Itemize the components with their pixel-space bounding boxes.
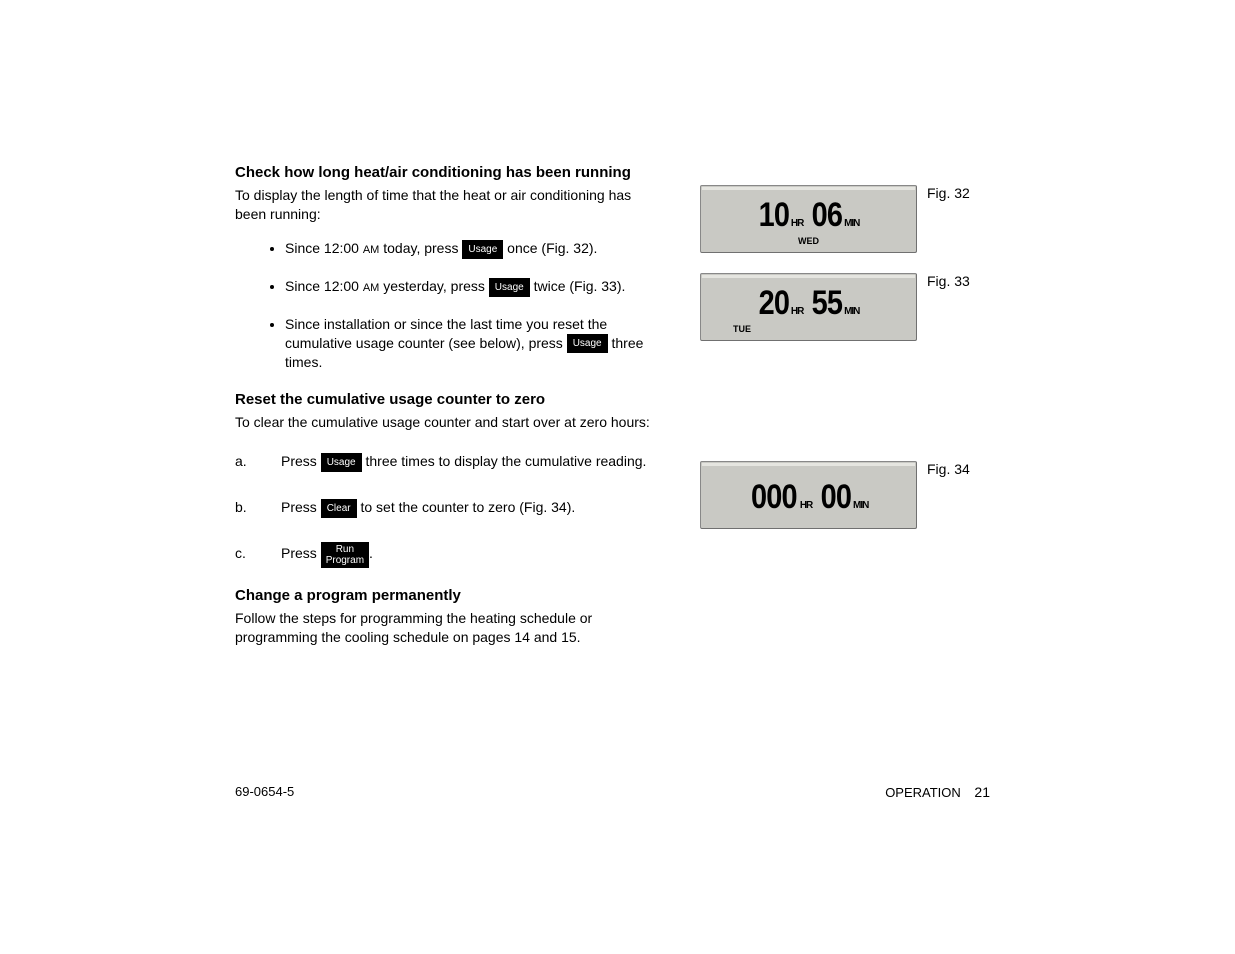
lcd-display-fig32: 10 HR 06 MIN WED xyxy=(700,185,917,253)
lcd-time-readout: 20 HR 55 MIN xyxy=(701,284,916,323)
text: yesterday, press xyxy=(379,278,488,294)
lcd-min-label: MIN xyxy=(844,218,859,229)
lcd-shine xyxy=(702,275,915,278)
left-column: Check how long heat/air conditioning has… xyxy=(235,163,665,662)
bullet-yesterday: Since 12:00 AM yesterday, press Usage tw… xyxy=(285,277,665,297)
text: today, press xyxy=(379,240,462,256)
usage-button-icon: Usage xyxy=(321,453,362,472)
section1-bullets: Since 12:00 AM today, press Usage once (… xyxy=(285,239,665,372)
text: Since 12:00 xyxy=(285,240,363,256)
bullet-cumulative: Since installation or since the last tim… xyxy=(285,315,665,373)
lcd-min-label: MIN xyxy=(853,500,868,511)
step-letter: c. xyxy=(235,544,281,563)
figure-label: Fig. 34 xyxy=(927,461,970,477)
section-heading-change-program: Change a program permanently xyxy=(235,586,665,606)
section-heading-reset-counter: Reset the cumulative usage counter to ze… xyxy=(235,390,665,410)
doc-number: 69-0654-5 xyxy=(235,784,294,800)
figures-column: 10 HR 06 MIN WED Fig. 32 20 HR 55 MIN TU… xyxy=(700,185,1000,549)
text: three times to display the cumulative re… xyxy=(365,453,646,469)
lcd-hr-label: HR xyxy=(791,306,803,317)
section2-steps: a. Press Usage three times to display th… xyxy=(235,447,665,567)
lcd-minutes-value: 55 xyxy=(811,284,841,323)
step-letter: a. xyxy=(235,452,281,471)
bullet-today: Since 12:00 AM today, press Usage once (… xyxy=(285,239,665,259)
lcd-minutes-value: 06 xyxy=(811,196,841,235)
section-heading-check-runtime: Check how long heat/air conditioning has… xyxy=(235,163,665,183)
lcd-time-readout: 000 HR 00 MIN xyxy=(701,478,916,517)
lcd-minutes-value: 00 xyxy=(820,478,850,517)
lcd-display-fig33: 20 HR 55 MIN TUE xyxy=(700,273,917,341)
text: once (Fig. 32). xyxy=(507,240,597,256)
page-number: 21 xyxy=(974,784,990,800)
figure-label: Fig. 32 xyxy=(927,185,970,201)
step-a: a. Press Usage three times to display th… xyxy=(235,447,665,475)
figure-label: Fig. 33 xyxy=(927,273,970,289)
lcd-hours-value: 10 xyxy=(758,196,788,235)
usage-button-icon: Usage xyxy=(489,278,530,297)
footer-right: OPERATION 21 xyxy=(885,784,990,800)
page-footer: 69-0654-5 OPERATION 21 xyxy=(235,784,990,800)
step-c: c. Press RunProgram. xyxy=(235,539,665,567)
spacer xyxy=(700,361,1000,461)
lcd-hours-value: 20 xyxy=(758,284,788,323)
lcd-display-fig34: 000 HR 00 MIN xyxy=(700,461,917,529)
page-content: Check how long heat/air conditioning has… xyxy=(235,163,1000,662)
usage-button-icon: Usage xyxy=(462,240,503,259)
text: Press xyxy=(281,545,321,561)
section2-intro: To clear the cumulative usage counter an… xyxy=(235,413,665,432)
text: twice (Fig. 33). xyxy=(534,278,626,294)
section1-intro: To display the length of time that the h… xyxy=(235,186,665,224)
lcd-time-readout: 10 HR 06 MIN xyxy=(701,196,916,235)
lcd-min-label: MIN xyxy=(844,306,859,317)
lcd-shine xyxy=(702,463,915,466)
figure-34: 000 HR 00 MIN Fig. 34 xyxy=(700,461,1000,549)
text: Press xyxy=(281,453,321,469)
section3-body: Follow the steps for programming the hea… xyxy=(235,609,665,647)
usage-button-icon: Usage xyxy=(567,334,608,353)
text: Since 12:00 xyxy=(285,278,363,294)
am-label: AM xyxy=(363,244,380,256)
text: Press xyxy=(281,499,321,515)
step-letter: b. xyxy=(235,498,281,517)
lcd-hr-label: HR xyxy=(791,218,803,229)
clear-button-icon: Clear xyxy=(321,499,357,518)
lcd-day-label: WED xyxy=(701,236,916,246)
text: . xyxy=(369,545,373,561)
step-b: b. Press Clear to set the counter to zer… xyxy=(235,493,665,521)
lcd-day-label: TUE xyxy=(733,324,751,334)
text: Since installation or since the last tim… xyxy=(285,316,607,351)
lcd-shine xyxy=(702,187,915,190)
am-label: AM xyxy=(363,282,380,294)
figure-32: 10 HR 06 MIN WED Fig. 32 xyxy=(700,185,1000,273)
figure-33: 20 HR 55 MIN TUE Fig. 33 xyxy=(700,273,1000,361)
section-name: OPERATION xyxy=(885,785,961,800)
text: to set the counter to zero (Fig. 34). xyxy=(360,499,575,515)
run-program-button-icon: RunProgram xyxy=(321,542,369,568)
lcd-hours-value: 000 xyxy=(751,478,797,517)
lcd-hr-label: HR xyxy=(800,500,812,511)
